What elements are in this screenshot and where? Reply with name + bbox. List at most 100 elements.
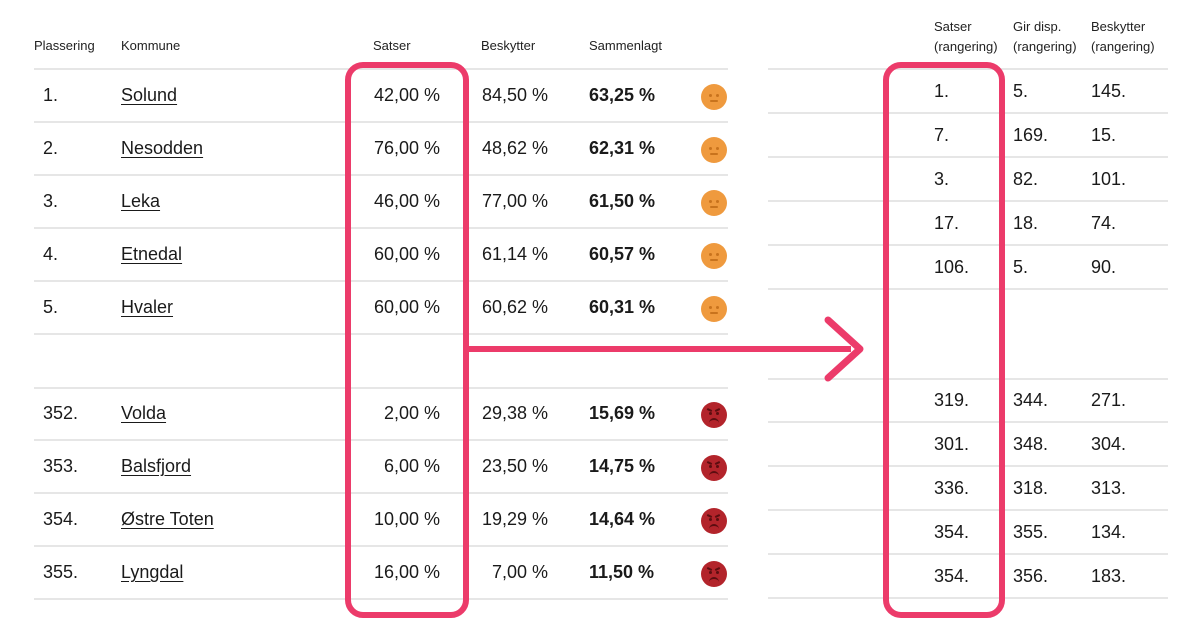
combined-cell: 60,57 % xyxy=(589,244,656,264)
row-divider xyxy=(768,156,1168,158)
municipality-link[interactable]: Balsfjord xyxy=(121,456,192,476)
row-divider xyxy=(34,174,728,176)
row-divider xyxy=(768,509,1168,511)
protects-ranking-cell: 271. xyxy=(1091,390,1127,410)
sad-face-icon xyxy=(701,561,727,587)
rates-highlight-box-left xyxy=(345,62,469,618)
arrow-shaft xyxy=(463,346,851,352)
municipality-link[interactable]: Volda xyxy=(121,403,167,423)
rank-cell: 352. xyxy=(43,403,79,423)
neutral-face-icon xyxy=(701,84,727,110)
row-divider xyxy=(34,545,728,547)
rank-cell: 2. xyxy=(43,138,59,158)
header-protects-ranking-line2: (rangering) xyxy=(1091,39,1155,54)
rates-ranking-cell: 1. xyxy=(934,81,950,101)
row-divider xyxy=(34,598,728,600)
protects-ranking-cell: 183. xyxy=(1091,566,1127,586)
row-divider xyxy=(34,333,728,335)
rank-cell: 4. xyxy=(43,244,59,264)
combined-cell: 60,31 % xyxy=(589,297,656,317)
municipality-link[interactable]: Solund xyxy=(121,85,178,105)
combined-cell: 11,50 % xyxy=(589,562,655,582)
neutral-face-icon xyxy=(701,296,727,322)
neutral-face-icon xyxy=(701,137,727,163)
disp-ranking-cell: 344. xyxy=(1013,390,1049,410)
header-placement: Plassering xyxy=(34,38,95,53)
disp-ranking-cell: 169. xyxy=(1013,125,1049,145)
header-protects-ranking: Beskytter (rangering) xyxy=(1091,17,1155,57)
disp-ranking-cell: 348. xyxy=(1013,434,1049,454)
row-divider xyxy=(768,288,1168,290)
row-divider xyxy=(34,492,728,494)
row-divider xyxy=(34,280,728,282)
disp-ranking-cell: 5. xyxy=(1013,81,1029,101)
municipality-link[interactable]: Nesodden xyxy=(121,138,204,158)
row-divider xyxy=(34,227,728,229)
sad-face-icon xyxy=(701,508,727,534)
rates-cell: 6,00 % xyxy=(383,456,440,476)
row-divider xyxy=(768,553,1168,555)
protects-ranking-cell: 304. xyxy=(1091,434,1127,454)
protects-cell: 7,00 % xyxy=(491,562,548,582)
row-divider xyxy=(768,465,1168,467)
header-rates: Satser xyxy=(373,38,411,53)
row-divider xyxy=(768,244,1168,246)
row-divider xyxy=(768,597,1168,599)
protects-cell: 19,29 % xyxy=(481,509,548,529)
sad-face-icon xyxy=(701,455,727,481)
row-divider xyxy=(768,68,1168,70)
header-disp-ranking-line2: (rangering) xyxy=(1013,39,1077,54)
municipality-link[interactable]: Østre Toten xyxy=(121,509,214,529)
row-divider xyxy=(768,421,1168,423)
sad-face-icon xyxy=(701,402,727,428)
rates-ranking-cell: 354. xyxy=(934,566,970,586)
protects-cell: 23,50 % xyxy=(481,456,548,476)
protects-cell: 77,00 % xyxy=(481,191,548,211)
disp-ranking-cell: 82. xyxy=(1013,169,1039,189)
protects-ranking-cell: 134. xyxy=(1091,522,1127,542)
rank-cell: 3. xyxy=(43,191,59,211)
disp-ranking-cell: 5. xyxy=(1013,257,1029,277)
protects-cell: 29,38 % xyxy=(481,403,548,423)
municipality-link[interactable]: Lyngdal xyxy=(121,562,184,582)
header-combined: Sammenlagt xyxy=(589,38,662,53)
protects-cell: 84,50 % xyxy=(481,85,548,105)
rates-ranking-cell: 106. xyxy=(934,257,970,277)
combined-cell: 14,64 % xyxy=(589,509,656,529)
municipality-link[interactable]: Hvaler xyxy=(121,297,174,317)
rates-cell: 16,00 % xyxy=(373,562,440,582)
protects-ranking-cell: 74. xyxy=(1091,213,1117,233)
protects-ranking-cell: 101. xyxy=(1091,169,1127,189)
protects-cell: 60,62 % xyxy=(481,297,548,317)
combined-cell: 61,50 % xyxy=(589,191,656,211)
combined-cell: 14,75 % xyxy=(589,456,656,476)
header-disp-ranking-line1: Gir disp. xyxy=(1013,19,1062,34)
rates-ranking-cell: 319. xyxy=(934,390,970,410)
rank-cell: 355. xyxy=(43,562,79,582)
rates-cell: 76,00 % xyxy=(373,138,440,158)
rates-cell: 46,00 % xyxy=(373,191,440,211)
disp-ranking-cell: 18. xyxy=(1013,213,1039,233)
rank-cell: 353. xyxy=(43,456,79,476)
rank-cell: 354. xyxy=(43,509,79,529)
header-protects: Beskytter xyxy=(481,38,536,53)
rates-highlight-box-right xyxy=(883,62,1005,618)
rates-ranking-cell: 3. xyxy=(934,169,950,189)
row-divider xyxy=(34,68,728,70)
municipality-link[interactable]: Leka xyxy=(121,191,161,211)
protects-ranking-cell: 313. xyxy=(1091,478,1127,498)
header-protects-ranking-line1: Beskytter xyxy=(1091,19,1146,34)
disp-ranking-cell: 355. xyxy=(1013,522,1049,542)
rates-cell: 60,00 % xyxy=(373,297,440,317)
row-divider xyxy=(34,439,728,441)
municipality-link[interactable]: Etnedal xyxy=(121,244,183,264)
rates-cell: 42,00 % xyxy=(373,85,440,105)
rates-cell: 10,00 % xyxy=(373,509,440,529)
combined-cell: 63,25 % xyxy=(589,85,656,105)
neutral-face-icon xyxy=(701,243,727,269)
row-divider xyxy=(768,378,1168,380)
row-divider xyxy=(768,112,1168,114)
header-municipality: Kommune xyxy=(121,38,181,53)
rates-cell: 2,00 % xyxy=(383,403,440,423)
neutral-face-icon xyxy=(701,190,727,216)
